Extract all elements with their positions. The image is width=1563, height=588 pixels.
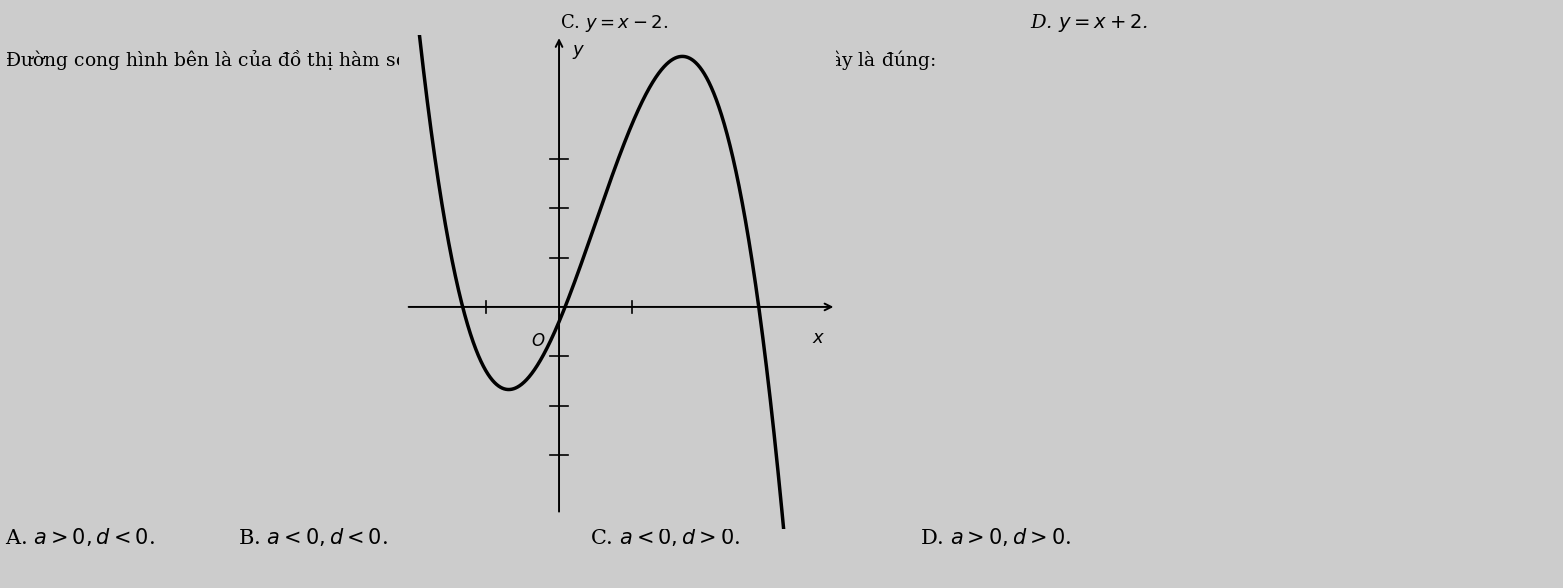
Text: D. $a>0,d>0$.: D. $a>0,d>0$.	[921, 526, 1071, 548]
Text: D. $y=x+2$.: D. $y=x+2$.	[1030, 12, 1149, 34]
Text: $x$: $x$	[813, 329, 825, 347]
Text: $O$: $O$	[531, 332, 545, 350]
Text: C. $y=x-2$.: C. $y=x-2$.	[560, 12, 669, 34]
Text: Đường cong hình bên là của đồ thị hàm số $y=ax^3+bx^2+cx+d$, khẳng định nào sau : Đường cong hình bên là của đồ thị hàm số…	[5, 46, 936, 72]
Text: $y$: $y$	[572, 43, 586, 61]
Text: C. $a<0,d>0$.: C. $a<0,d>0$.	[589, 526, 741, 548]
Text: A. $a>0,d<0$.: A. $a>0,d<0$.	[5, 526, 155, 548]
Text: B. $a<0,d<0$.: B. $a<0,d<0$.	[238, 526, 388, 548]
